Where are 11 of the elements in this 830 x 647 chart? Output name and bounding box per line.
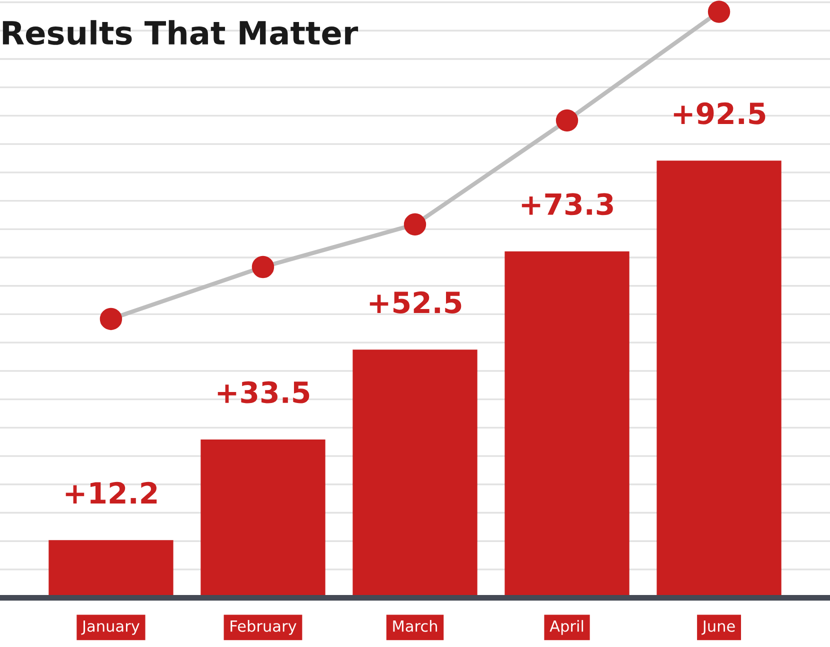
x-tick-label: June: [702, 620, 735, 635]
data-label: +73.3: [522, 193, 613, 216]
chart-title: Results That Matter: [2, 20, 358, 45]
x-tick-label: February: [230, 620, 296, 635]
data-label: +52.5: [370, 291, 462, 314]
x-tick-label: April: [550, 620, 584, 635]
data-label: +12.2: [66, 482, 157, 504]
data-label: +33.5: [218, 381, 310, 404]
data-label: +92.5: [674, 102, 766, 124]
x-tick-label: January: [81, 620, 140, 635]
x-tick-label: March: [393, 620, 437, 632]
